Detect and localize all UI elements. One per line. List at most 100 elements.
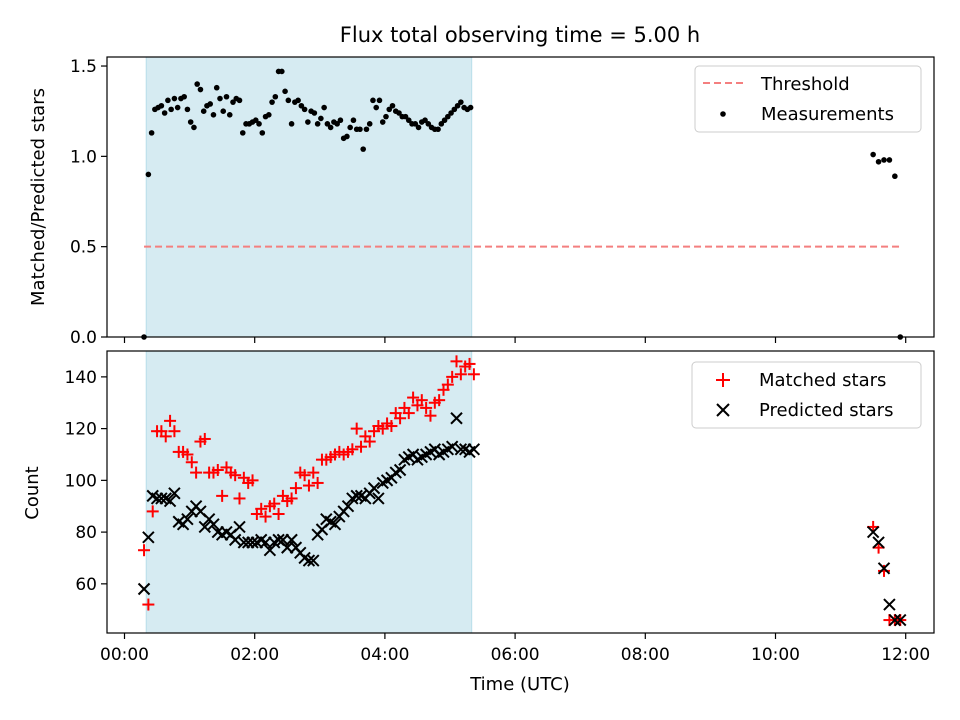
x-axis-ticks-bottom: 00:00 02:00 04:00 06:00 08:00 10:00 12:00 [100,633,930,665]
measurement-point [412,121,419,127]
matched-star-marker [355,440,368,453]
measurement-point [145,171,152,178]
measurement-point [425,121,432,127]
matched-star-marker [138,544,151,557]
axes-frame-bottom [106,350,935,634]
predicted-star-marker [450,412,463,425]
measurement-point [327,124,334,131]
matched-star-marker [363,435,376,448]
matched-star-marker [433,394,446,407]
measurement-point [282,88,288,95]
measurement-point [279,68,285,75]
matched-star-marker [463,357,476,370]
matched-star-marker [246,474,259,487]
measurement-point [415,124,422,131]
measurement-point [451,106,458,113]
measurement-point [295,97,301,104]
measurement-point [438,121,445,127]
x-tick-label: 10:00 [751,645,800,665]
measurement-point [875,158,882,165]
predicted-star-marker [307,554,320,567]
measurement-point [373,104,380,111]
measurement-point [210,112,217,118]
measurement-point [379,119,386,125]
measurement-point [184,106,191,113]
measurement-point [298,102,305,109]
y-tick-label: 0.5 [70,238,97,258]
legend-measurements-label: Measurements [761,104,894,125]
matched-star-marker [424,409,437,422]
measurement-point [259,130,266,136]
measurement-point [870,151,876,158]
predicted-star-marker [207,518,220,531]
measurement-point [454,102,461,109]
matched-star-marker [216,489,229,502]
measurement-point [165,97,171,104]
measurement-point [376,97,383,104]
x-axis-ticks-top [123,337,907,343]
matched-star-marker [311,476,324,489]
measurement-point [363,126,370,133]
matched-star-marker [394,412,407,425]
measurement-point [252,117,259,124]
predicted-star-marker [163,494,177,508]
measurement-point [200,108,207,114]
predicted-star-marker [393,463,407,477]
measurement-point [256,121,262,127]
measurement-point [458,99,464,105]
measurement-point [386,106,393,113]
counts-series [137,355,907,627]
matched-star-marker [142,598,155,611]
measurement-point [171,95,178,102]
predicted-star-marker [285,533,298,547]
measurement-point [266,112,272,118]
y-axis-label-bottom: Count [22,466,43,519]
predicted-star-marker [894,613,907,627]
axes-frame-top [106,56,935,338]
predicted-star-marker [142,531,155,544]
y-axis-label-top: Matched/Predicted stars [28,88,49,306]
measurement-point [324,121,331,127]
matched-star-marker [289,482,302,495]
y-axis-ticks-bottom: 60 80 100 120 140 [65,368,107,595]
measurement-point [337,117,344,124]
predicted-star-marker [155,492,168,505]
measurement-point [168,106,174,113]
legend-matched-swatch [716,373,730,387]
predicted-star-marker [866,525,880,539]
predicted-star-marker [233,520,246,534]
x-tick-label: 06:00 [491,645,540,665]
measurement-point [445,113,451,120]
measurement-point [396,110,402,116]
measurement-point [892,173,898,180]
measurement-point [197,86,204,93]
measurement-point [360,146,367,152]
measurement-point [191,124,197,131]
x-tick-label: 02:00 [230,645,279,665]
legend-matched-label: Matched stars [759,370,886,391]
matched-star-marker [164,414,177,427]
x-tick-label: 04:00 [360,645,409,665]
legend-bottom: Matched stars Predicted stars [691,361,922,429]
matched-star-marker [415,394,428,407]
measurement-point [422,117,428,124]
matched-star-marker [441,378,454,391]
y-tick-label: 1.5 [70,57,97,77]
y-axis-ticks-top: 0.0 0.5 1.0 1.5 [70,57,107,348]
panel-counts: 60 80 100 120 140 00:00 02:00 04:00 06:00 08:00 1… [22,350,935,695]
y-tick-label: 100 [65,471,97,491]
matched-star-marker [454,368,467,381]
measurement-point [366,121,373,127]
predicted-star-marker [181,512,194,526]
measurement-point [321,104,327,111]
measurement-point [881,157,887,163]
measurement-point [239,130,246,136]
legend-threshold-label: Threshold [760,74,850,95]
predicted-star-marker [263,544,277,557]
matched-star-marker [259,510,272,523]
measurement-point [230,99,236,105]
matched-star-marker [159,430,172,443]
measurement-point [301,106,308,113]
predicted-star-marker [872,536,885,549]
